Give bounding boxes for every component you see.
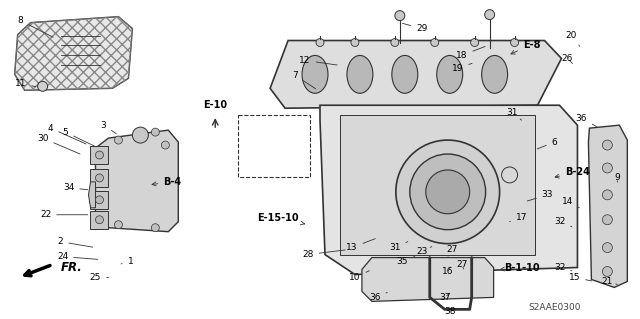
Text: 38: 38	[444, 307, 456, 316]
Circle shape	[511, 39, 518, 47]
Text: 36: 36	[576, 114, 597, 127]
Circle shape	[431, 39, 439, 47]
Circle shape	[396, 140, 500, 244]
Circle shape	[395, 11, 405, 21]
Text: 12: 12	[300, 56, 337, 65]
Ellipse shape	[482, 56, 508, 93]
Circle shape	[95, 151, 104, 159]
Bar	[340, 115, 534, 255]
Text: 3: 3	[100, 121, 116, 134]
Text: 35: 35	[396, 256, 415, 266]
Text: 9: 9	[614, 174, 620, 182]
Text: 27: 27	[456, 260, 467, 269]
Ellipse shape	[436, 56, 463, 93]
Text: 4: 4	[48, 124, 86, 144]
Text: E-10: E-10	[203, 100, 227, 110]
Text: 1: 1	[121, 257, 133, 266]
Text: 14: 14	[562, 197, 579, 208]
Circle shape	[132, 127, 148, 143]
Circle shape	[152, 128, 159, 136]
Text: 15: 15	[569, 273, 592, 282]
Circle shape	[115, 221, 122, 229]
Polygon shape	[15, 17, 132, 90]
Text: E-8: E-8	[511, 40, 540, 54]
Text: 32: 32	[554, 263, 572, 272]
Text: 36: 36	[369, 293, 387, 302]
Text: 26: 26	[562, 54, 573, 63]
Text: 34: 34	[63, 183, 88, 192]
Text: 31: 31	[389, 241, 408, 252]
Circle shape	[426, 170, 470, 214]
Circle shape	[152, 224, 159, 232]
Text: 18: 18	[456, 47, 485, 60]
Circle shape	[115, 136, 122, 144]
Circle shape	[484, 10, 495, 19]
Text: E-15-10: E-15-10	[257, 213, 305, 225]
Text: 10: 10	[349, 271, 369, 282]
Text: 24: 24	[57, 252, 98, 261]
Polygon shape	[270, 41, 561, 108]
Text: 17: 17	[509, 213, 527, 222]
Text: B-4: B-4	[152, 177, 181, 187]
Circle shape	[602, 140, 612, 150]
Text: 20: 20	[566, 31, 580, 46]
Text: 7: 7	[292, 71, 316, 89]
Text: 32: 32	[554, 217, 572, 227]
Text: 30: 30	[37, 134, 80, 154]
Bar	[238, 115, 310, 177]
Polygon shape	[95, 130, 179, 232]
Circle shape	[602, 215, 612, 225]
Polygon shape	[90, 211, 108, 229]
Text: 21: 21	[602, 277, 618, 286]
Text: 22: 22	[40, 210, 88, 219]
Polygon shape	[320, 105, 577, 274]
Polygon shape	[362, 257, 493, 301]
Text: 23: 23	[416, 247, 432, 256]
Ellipse shape	[392, 56, 418, 93]
Text: 28: 28	[302, 250, 345, 259]
Circle shape	[602, 267, 612, 277]
Polygon shape	[90, 146, 108, 164]
Text: 5: 5	[63, 128, 96, 147]
Text: 27: 27	[446, 245, 458, 257]
Text: 13: 13	[346, 239, 375, 252]
Ellipse shape	[347, 56, 373, 93]
Circle shape	[316, 39, 324, 47]
Text: B-24: B-24	[555, 167, 590, 178]
Circle shape	[351, 39, 359, 47]
Polygon shape	[90, 191, 108, 209]
Text: 11: 11	[15, 79, 36, 88]
Circle shape	[38, 81, 47, 91]
Text: 19: 19	[452, 63, 472, 73]
Text: B-1-10: B-1-10	[500, 263, 540, 272]
Circle shape	[95, 174, 104, 182]
Circle shape	[391, 39, 399, 47]
Circle shape	[602, 243, 612, 253]
Text: 6: 6	[537, 137, 557, 149]
Text: S2AAE0300: S2AAE0300	[528, 303, 580, 312]
Polygon shape	[588, 125, 627, 287]
Text: 16: 16	[442, 267, 454, 276]
Text: 29: 29	[403, 23, 428, 33]
Circle shape	[602, 190, 612, 200]
Circle shape	[410, 154, 486, 230]
Text: FR.: FR.	[61, 261, 83, 274]
Text: 25: 25	[90, 273, 108, 282]
Circle shape	[470, 39, 479, 47]
Circle shape	[502, 167, 518, 183]
Text: 33: 33	[527, 190, 553, 201]
Ellipse shape	[302, 56, 328, 93]
Text: 8: 8	[18, 16, 53, 37]
Circle shape	[95, 196, 104, 204]
Text: 31: 31	[506, 108, 522, 120]
Polygon shape	[90, 169, 108, 187]
Text: 37: 37	[439, 293, 451, 302]
Circle shape	[602, 163, 612, 173]
Text: 2: 2	[58, 237, 93, 247]
Circle shape	[161, 141, 170, 149]
Polygon shape	[88, 182, 95, 208]
Circle shape	[95, 216, 104, 224]
